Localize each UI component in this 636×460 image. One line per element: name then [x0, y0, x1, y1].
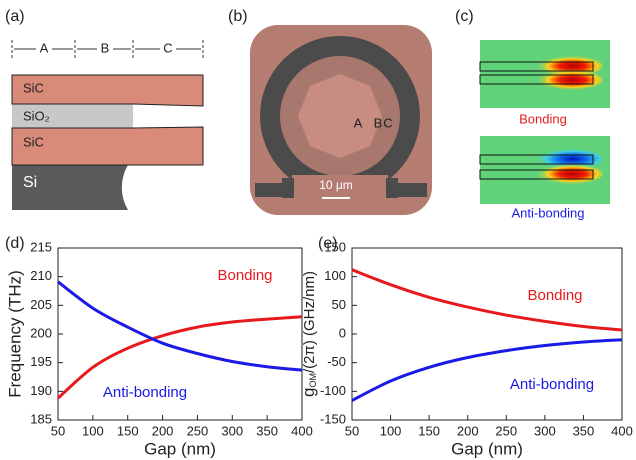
x-tick-label: 150 [117, 423, 139, 438]
figure: (a) A B C SiC SiO₂ SiC Si (b) A [0, 0, 636, 460]
y-tick-label: 195 [30, 354, 52, 369]
layer-label: SiC [23, 134, 44, 149]
plot-frame [352, 248, 622, 420]
series-label: Bonding [217, 267, 272, 284]
region-label: C [383, 115, 392, 130]
y-tick-label: 200 [30, 325, 52, 340]
x-tick-label: 400 [611, 423, 633, 438]
x-tick-label: 150 [418, 423, 440, 438]
layer-label: Si [23, 174, 37, 191]
series-label: Anti-bonding [103, 384, 187, 401]
x-tick-label: 100 [380, 423, 402, 438]
scale-bar-label: 10 μm [319, 178, 353, 192]
dim-label: A [40, 40, 49, 55]
y-label-main: g [299, 388, 318, 397]
y-tick-label: 205 [30, 297, 52, 312]
mode-label: Bonding [519, 111, 567, 126]
x-tick-label: 250 [495, 423, 517, 438]
series-label: Bonding [527, 287, 582, 304]
y-tick-label: 185 [30, 411, 52, 426]
y-label-rest: /(2π) (GHz/nm) [301, 271, 318, 373]
dim-label: C [163, 40, 172, 55]
y-tick-label: 50 [332, 297, 346, 312]
y-tick-label: 190 [30, 383, 52, 398]
y-tick-label: 150 [324, 239, 346, 254]
y-tick-label: 210 [30, 268, 52, 283]
x-tick-label: 350 [256, 423, 278, 438]
x-axis-label: Gap (nm) [451, 439, 523, 458]
x-axis-label: Gap (nm) [144, 439, 216, 458]
x-tick-label: 50 [345, 423, 359, 438]
layer-label: SiO₂ [23, 108, 50, 123]
panel-label: (b) [228, 8, 248, 25]
y-tick-label: 215 [30, 239, 52, 254]
x-tick-label: 400 [291, 423, 313, 438]
x-tick-label: 300 [221, 423, 243, 438]
panel-label: (d) [5, 235, 25, 252]
y-tick-label: -50 [327, 354, 346, 369]
x-tick-label: 200 [457, 423, 479, 438]
panel-b: (b) A B C 10 μm [228, 8, 432, 215]
x-tick-label: 250 [187, 423, 209, 438]
region-label: B [374, 115, 383, 130]
panel-a: (a) A B C SiC SiO₂ SiC Si [5, 8, 203, 210]
y-tick-label: 100 [324, 268, 346, 283]
region-label: A [354, 115, 363, 130]
x-tick-label: 350 [573, 423, 595, 438]
x-tick-label: 300 [534, 423, 556, 438]
panel-label: (a) [5, 8, 25, 25]
dim-label: B [101, 40, 110, 55]
x-tick-label: 100 [82, 423, 104, 438]
y-tick-label: -150 [320, 411, 346, 426]
y-tick-label: -100 [320, 383, 346, 398]
y-tick-label: 0 [339, 325, 346, 340]
y-label-sub: OM [308, 373, 318, 388]
y-axis-label: Frequency (THz) [5, 270, 24, 398]
x-tick-label: 50 [51, 423, 65, 438]
panel-c: (c) Bonding Anti-bonding [455, 8, 610, 220]
series-label: Anti-bonding [510, 376, 594, 393]
series-line [58, 282, 302, 370]
mode-label: Anti-bonding [512, 205, 585, 220]
x-tick-label: 200 [152, 423, 174, 438]
panel-label: (c) [455, 8, 474, 25]
layer-label: SiC [23, 80, 44, 95]
